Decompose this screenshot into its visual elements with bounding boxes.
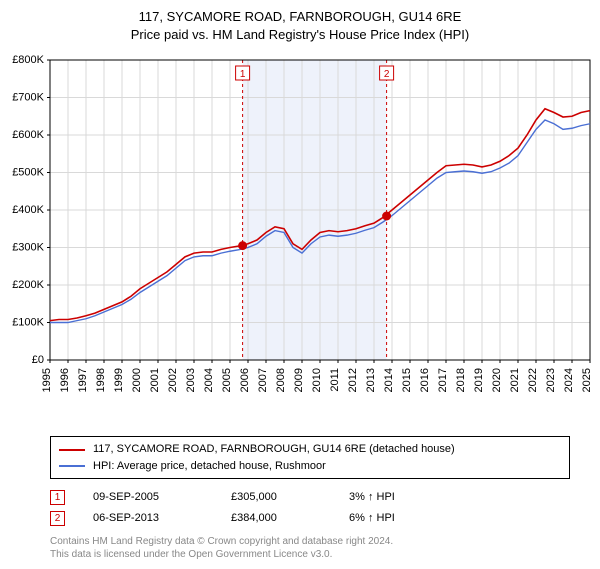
svg-text:2015: 2015 [401,368,413,392]
svg-text:2: 2 [384,69,390,80]
svg-text:2006: 2006 [239,368,251,392]
sales-table: 1 09-SEP-2005 £305,000 3% ↑ HPI 2 06-SEP… [50,487,570,529]
svg-text:2004: 2004 [203,368,215,392]
svg-text:2016: 2016 [419,368,431,392]
svg-text:£300K: £300K [12,242,44,254]
svg-text:1997: 1997 [77,368,89,392]
svg-text:2025: 2025 [581,368,593,392]
svg-text:£800K: £800K [12,54,44,66]
svg-text:1: 1 [240,69,246,80]
footer-attribution: Contains HM Land Registry data © Crown c… [50,535,570,561]
chart-header: 117, SYCAMORE ROAD, FARNBOROUGH, GU14 6R… [0,0,600,50]
svg-text:£700K: £700K [12,92,44,104]
svg-text:1995: 1995 [41,368,53,392]
svg-text:2017: 2017 [437,368,449,392]
footer-line: Contains HM Land Registry data © Crown c… [50,535,570,548]
svg-text:2022: 2022 [527,368,539,392]
legend-swatch [59,449,85,451]
legend-item: HPI: Average price, detached house, Rush… [59,458,561,475]
svg-text:2018: 2018 [455,368,467,392]
sale-price: £384,000 [231,508,321,529]
svg-text:£600K: £600K [12,129,44,141]
legend-label: 117, SYCAMORE ROAD, FARNBOROUGH, GU14 6R… [93,441,455,458]
sale-delta: 3% ↑ HPI [349,487,439,508]
svg-text:2013: 2013 [365,368,377,392]
svg-text:2002: 2002 [167,368,179,392]
svg-text:£200K: £200K [12,279,44,291]
svg-text:2019: 2019 [473,368,485,392]
svg-text:2001: 2001 [149,368,161,392]
svg-text:2005: 2005 [221,368,233,392]
svg-text:2014: 2014 [383,368,395,392]
marker-badge: 1 [50,490,65,505]
svg-text:£500K: £500K [12,167,44,179]
svg-text:1999: 1999 [113,368,125,392]
legend-item: 117, SYCAMORE ROAD, FARNBOROUGH, GU14 6R… [59,441,561,458]
marker-badge: 2 [50,511,65,526]
svg-text:£400K: £400K [12,204,44,216]
svg-text:2023: 2023 [545,368,557,392]
table-row: 1 09-SEP-2005 £305,000 3% ↑ HPI [50,487,570,508]
svg-text:2000: 2000 [131,368,143,392]
svg-text:2007: 2007 [257,368,269,392]
svg-text:2024: 2024 [563,368,575,392]
sale-date: 09-SEP-2005 [93,487,203,508]
svg-text:2010: 2010 [311,368,323,392]
title-address: 117, SYCAMORE ROAD, FARNBOROUGH, GU14 6R… [0,8,600,26]
table-row: 2 06-SEP-2013 £384,000 6% ↑ HPI [50,508,570,529]
svg-text:2003: 2003 [185,368,197,392]
sale-price: £305,000 [231,487,321,508]
title-subtitle: Price paid vs. HM Land Registry's House … [0,26,600,44]
legend-swatch [59,465,85,467]
svg-text:2011: 2011 [329,368,341,392]
svg-text:£100K: £100K [12,317,44,329]
svg-text:1996: 1996 [59,368,71,392]
price-chart: 1 2 £0 £100K £200K £300K £400K £500K £600K £700K £… [0,50,600,430]
svg-text:2008: 2008 [275,368,287,392]
legend-label: HPI: Average price, detached house, Rush… [93,458,326,475]
footer-line: This data is licensed under the Open Gov… [50,548,570,561]
svg-text:2021: 2021 [509,368,521,392]
sale-date: 06-SEP-2013 [93,508,203,529]
svg-text:2009: 2009 [293,368,305,392]
sale-delta: 6% ↑ HPI [349,508,439,529]
svg-text:2020: 2020 [491,368,503,392]
svg-text:2012: 2012 [347,368,359,392]
svg-text:£0: £0 [32,354,44,366]
legend: 117, SYCAMORE ROAD, FARNBOROUGH, GU14 6R… [50,436,570,479]
svg-text:1998: 1998 [95,368,107,392]
